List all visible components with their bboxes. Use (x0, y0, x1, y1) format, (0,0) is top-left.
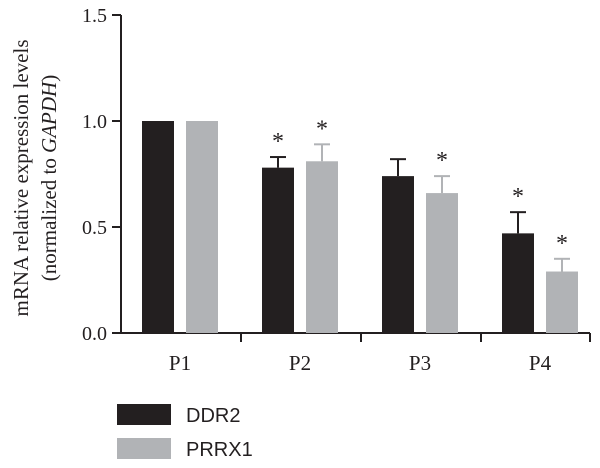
bar-ddr2-p3 (382, 176, 414, 333)
legend: DDR2 PRRX1 (117, 404, 253, 461)
bars: * * * * * (142, 116, 578, 333)
x-tick-label: P1 (169, 351, 191, 375)
y-axis-label-suffix: ) (37, 75, 61, 82)
legend-swatch-prrx1 (117, 438, 171, 459)
y-axis-label: mRNA relative expression levels (normali… (9, 39, 61, 316)
y-tick-label: 1.0 (82, 111, 107, 133)
bar-prrx1-p2 (306, 161, 338, 333)
significance-star: * (272, 129, 284, 155)
y-tick-label: 1.5 (82, 5, 107, 27)
bar-ddr2-p1 (142, 121, 174, 333)
x-tick-label: P3 (409, 351, 431, 375)
bar-prrx1-p3 (426, 193, 458, 333)
legend-swatch-ddr2 (117, 404, 171, 425)
legend-label-prrx1: PRRX1 (186, 439, 253, 461)
y-axis-label-prefix: (normalized to (37, 153, 61, 281)
x-tick-label: P4 (529, 351, 552, 375)
significance-star: * (512, 184, 524, 210)
significance-star: * (316, 116, 328, 142)
y-tick-label: 0.0 (82, 323, 107, 345)
bar-ddr2-p2 (262, 167, 294, 333)
y-tick-label: 0.5 (82, 217, 107, 239)
y-axis-label-italic: GAPDH (37, 80, 61, 153)
bar-prrx1-p1 (186, 121, 218, 333)
bar-prrx1-p4 (546, 271, 578, 333)
legend-label-ddr2: DDR2 (186, 405, 240, 427)
bar-ddr2-p4 (502, 233, 534, 333)
x-tick-label: P2 (289, 351, 311, 375)
y-axis-label-line2: (normalized to GAPDH) (37, 75, 61, 281)
significance-star: * (436, 148, 448, 174)
significance-star: * (556, 231, 568, 257)
y-axis-label-line1: mRNA relative expression levels (9, 39, 33, 316)
